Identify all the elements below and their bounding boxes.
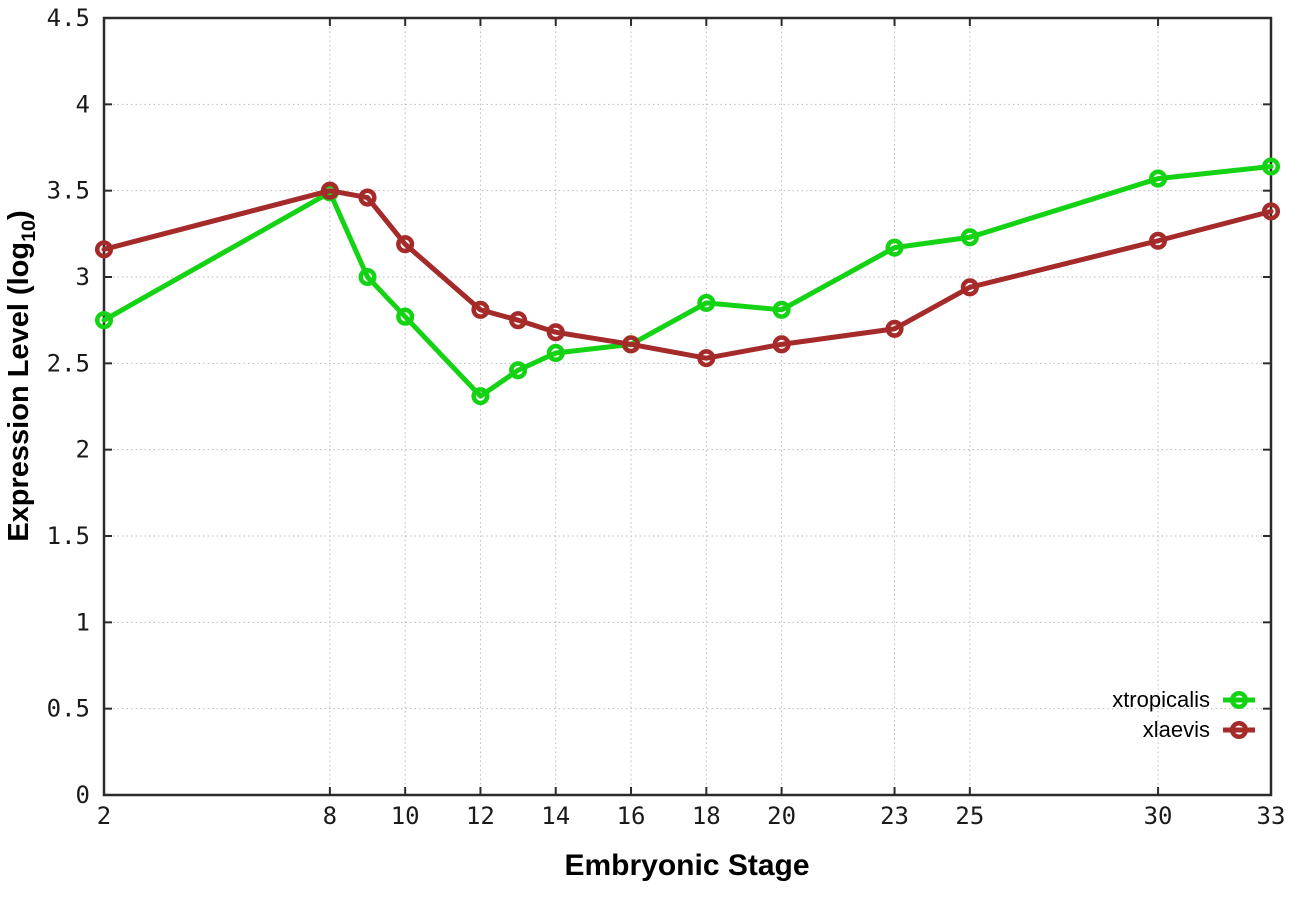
data-point-xtropicalis bbox=[471, 387, 490, 406]
data-point-xlaevis bbox=[94, 240, 114, 259]
series-line-xtropicalis bbox=[101, 163, 1274, 399]
data-point-xtropicalis bbox=[546, 343, 565, 363]
x-tick-label: 2 bbox=[97, 802, 111, 830]
series-marker-icon bbox=[1223, 720, 1255, 740]
y-tick-label: 1.5 bbox=[47, 522, 90, 550]
data-point-xlaevis bbox=[885, 319, 904, 338]
x-axis-title: Embryonic Stage bbox=[564, 849, 810, 882]
data-point-xtropicalis bbox=[94, 311, 114, 330]
legend: xtropicalis xlaevis bbox=[1112, 687, 1256, 743]
data-point-xlaevis bbox=[546, 323, 565, 342]
legend-item-xtropicalis: xtropicalis bbox=[1112, 687, 1256, 713]
y-axis-title-text: Expression Level (log bbox=[3, 241, 36, 542]
x-tick-label: 20 bbox=[767, 802, 796, 830]
data-point-xtropicalis bbox=[358, 267, 377, 287]
x-tick-label: 33 bbox=[1257, 802, 1286, 830]
data-point-xlaevis bbox=[960, 278, 979, 297]
x-tick-label: 30 bbox=[1144, 802, 1173, 830]
data-point-xlaevis bbox=[772, 335, 791, 354]
y-axis-title-subscript: 10 bbox=[17, 219, 40, 242]
data-point-xtropicalis bbox=[772, 300, 791, 319]
x-tick-label: 14 bbox=[541, 802, 570, 830]
data-point-xlaevis bbox=[320, 181, 339, 200]
y-tick-label: 4.5 bbox=[47, 4, 90, 32]
y-tick-label: 1 bbox=[76, 608, 90, 636]
y-axis-title: Expression Level (log10) bbox=[3, 210, 41, 541]
y-tick-label: 2 bbox=[76, 436, 90, 464]
data-point-xtropicalis bbox=[697, 293, 716, 312]
data-point-xtropicalis bbox=[509, 361, 528, 380]
data-point-xtropicalis bbox=[960, 228, 979, 247]
x-tick-label: 10 bbox=[391, 802, 420, 830]
y-tick-label: 3 bbox=[76, 263, 90, 291]
y-tick-label: 2.5 bbox=[47, 349, 90, 377]
x-tick-label: 12 bbox=[466, 802, 495, 830]
legend-item-xlaevis: xlaevis bbox=[1143, 717, 1256, 743]
data-point-xtropicalis bbox=[885, 238, 904, 257]
x-tick-label: 23 bbox=[880, 802, 909, 830]
data-point-xtropicalis bbox=[396, 307, 415, 326]
x-tick-label: 18 bbox=[692, 802, 721, 830]
plot-border bbox=[102, 16, 1273, 797]
data-point-xtropicalis bbox=[1149, 169, 1168, 188]
legend-label: xlaevis bbox=[1142, 717, 1210, 742]
y-tick-label: 0.5 bbox=[47, 695, 90, 723]
series-line-xlaevis bbox=[101, 188, 1274, 361]
data-point-xtropicalis bbox=[1261, 157, 1281, 176]
data-point-xlaevis bbox=[396, 235, 415, 254]
data-point-xlaevis bbox=[621, 335, 641, 354]
y-tick-label: 3.5 bbox=[47, 177, 90, 205]
x-tick-label: 16 bbox=[617, 802, 646, 830]
series-marker-icon bbox=[1223, 690, 1255, 710]
y-tick-label: 4 bbox=[76, 90, 90, 118]
data-point-xlaevis bbox=[697, 349, 716, 368]
legend-label: xtropicalis bbox=[1112, 687, 1210, 712]
y-tick-label: 0 bbox=[76, 781, 90, 809]
x-tick-label: 8 bbox=[323, 802, 337, 830]
data-point-xlaevis bbox=[509, 311, 528, 330]
x-tick-label: 25 bbox=[955, 802, 984, 830]
data-point-xlaevis bbox=[1261, 202, 1281, 221]
y-axis-title-close: ) bbox=[3, 210, 36, 220]
data-point-xlaevis bbox=[1149, 231, 1168, 250]
data-point-xlaevis bbox=[358, 188, 377, 207]
data-point-xlaevis bbox=[471, 300, 490, 319]
